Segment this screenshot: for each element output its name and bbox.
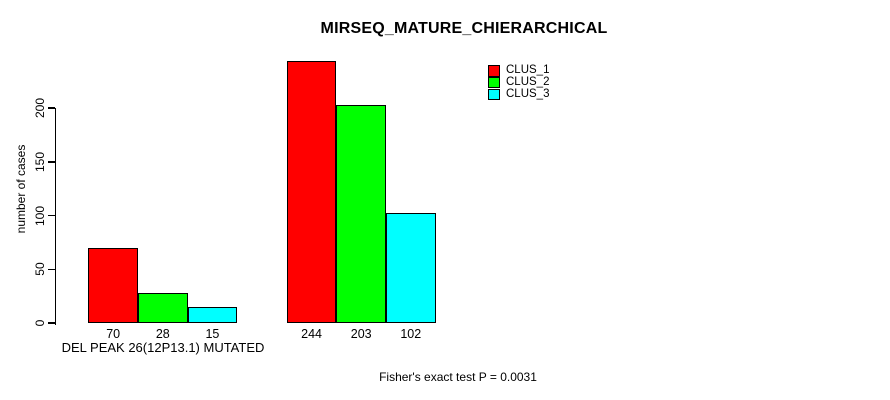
y-axis-tick-label: 100 <box>33 205 47 226</box>
legend-label: CLUS_3 <box>506 87 550 100</box>
bar-clus_3-group1 <box>187 306 238 323</box>
legend: CLUS_1 CLUS_2 CLUS_3 <box>488 64 550 101</box>
chart-title: MIRSEQ_MATURE_CHIERARCHICAL <box>320 20 608 37</box>
y-axis-line <box>54 108 56 325</box>
legend-swatch-clus_3 <box>488 88 500 101</box>
y-axis-tick <box>47 214 55 217</box>
bar-clus_3-group2 <box>386 213 436 323</box>
y-axis-tick <box>47 268 55 270</box>
y-axis-tick-label: 50 <box>33 262 47 276</box>
legend-item: CLUS_1 <box>488 64 550 77</box>
legend-swatch-clus_2 <box>488 76 500 89</box>
y-axis-label: number of cases <box>14 144 28 234</box>
y-axis-tick-label: 150 <box>33 151 47 172</box>
bar-value-label: 244 <box>301 326 323 341</box>
legend-label: CLUS_2 <box>506 75 550 88</box>
y-axis-tick-label: 200 <box>33 97 47 119</box>
legend-label: CLUS_1 <box>506 64 550 76</box>
y-axis-tick-label: 0 <box>33 319 47 327</box>
bar-clus_1-group2 <box>286 60 337 323</box>
legend-item: CLUS_3 <box>488 87 550 101</box>
bar-value-label: 102 <box>400 326 422 341</box>
bar-value-label: 70 <box>106 326 121 341</box>
bar-clus_2-group2 <box>336 104 386 323</box>
x-axis-group-label: DEL PEAK 26(12P13.1) MUTATED <box>61 340 265 355</box>
y-axis-tick <box>47 322 55 324</box>
bar-value-label: 15 <box>205 326 220 341</box>
legend-swatch-clus_1 <box>488 65 500 77</box>
bar-clus_2-group1 <box>138 292 188 323</box>
legend-item: CLUS_2 <box>488 75 550 89</box>
bar-value-label: 203 <box>350 326 372 341</box>
bar-value-label: 28 <box>155 326 170 341</box>
y-axis-tick <box>47 107 55 109</box>
y-axis-tick <box>47 161 55 163</box>
fisher-test-annotation: Fisher's exact test P = 0.0031 <box>379 370 537 384</box>
bar-clus_1-group1 <box>88 247 138 323</box>
